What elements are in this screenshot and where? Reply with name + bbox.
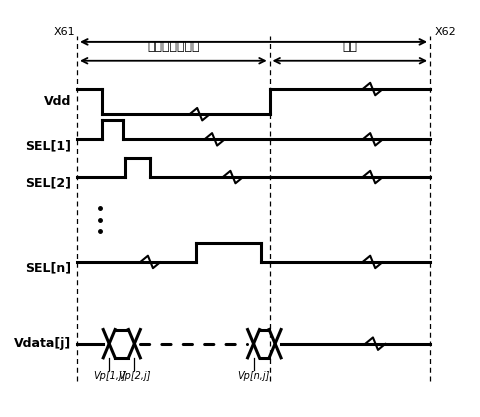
Text: Vp[n,j]: Vp[n,j]: [238, 371, 270, 381]
Text: X61: X61: [53, 27, 75, 37]
Text: Vdata[j]: Vdata[j]: [14, 337, 72, 350]
Text: 駆動: 駆動: [342, 40, 357, 53]
Text: SEL[1]: SEL[1]: [25, 139, 72, 152]
Text: X62: X62: [434, 27, 456, 37]
Text: Vp[2,j]: Vp[2,j]: [118, 371, 151, 381]
Text: SEL[2]: SEL[2]: [25, 177, 72, 190]
Text: Vp[1,j]: Vp[1,j]: [93, 371, 125, 381]
Text: プログラミング: プログラミング: [147, 40, 200, 53]
Text: SEL[n]: SEL[n]: [25, 262, 72, 275]
Text: Vdd: Vdd: [44, 95, 72, 108]
